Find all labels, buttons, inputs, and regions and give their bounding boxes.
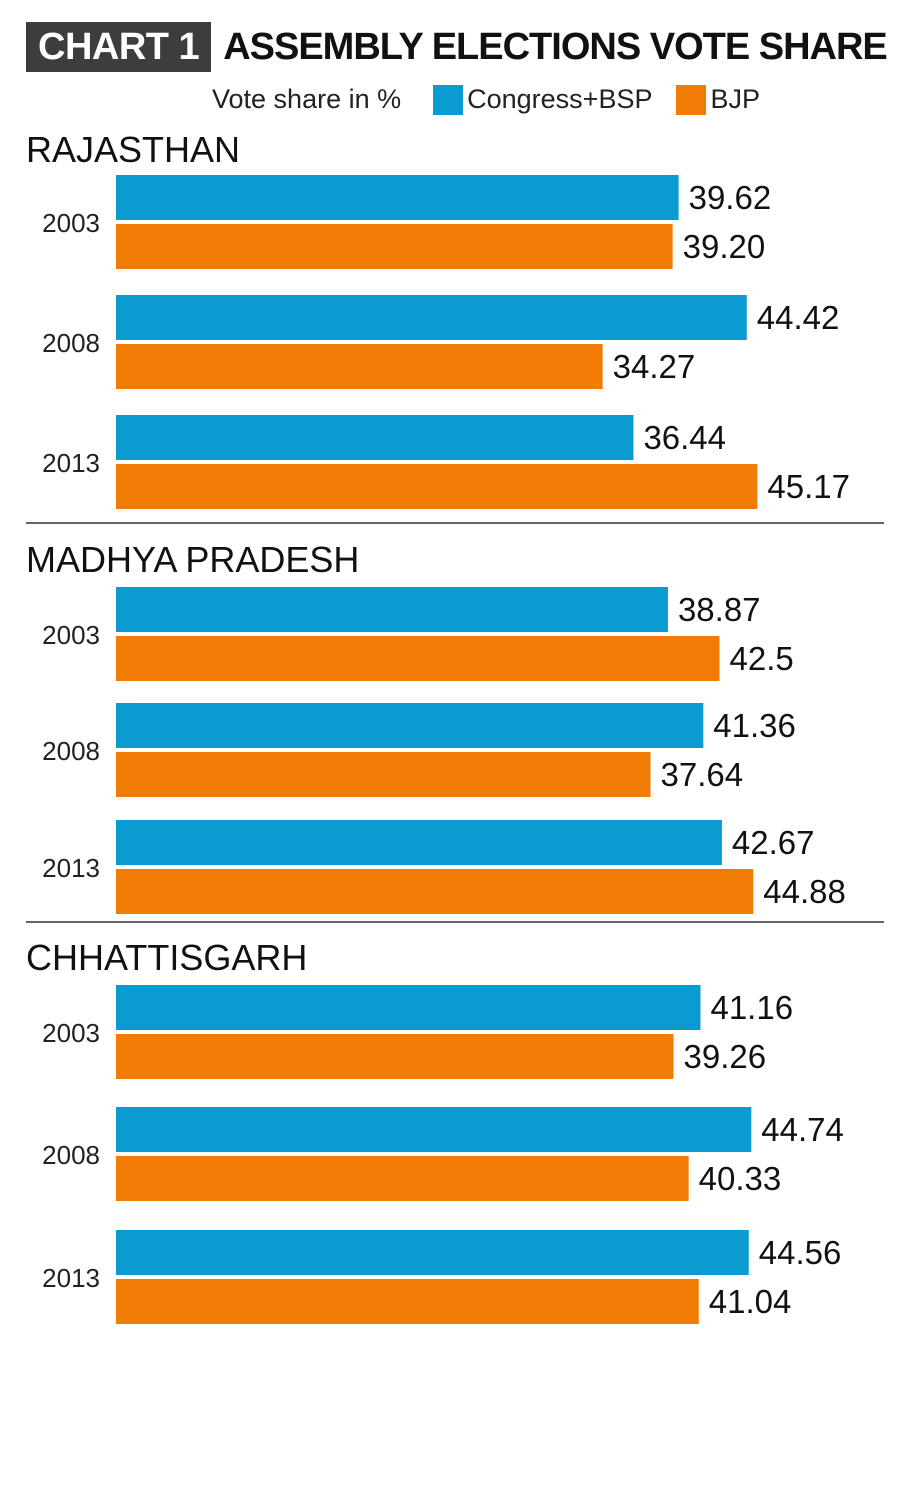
- value-label: 40.33: [699, 1160, 782, 1197]
- state-label: CHHATTISGARH: [26, 937, 307, 978]
- value-label: 39.62: [689, 179, 772, 216]
- value-label: 44.74: [761, 1111, 844, 1148]
- legend-label-bjp: BJP: [710, 84, 761, 114]
- bar-bjp: [116, 1279, 699, 1324]
- year-label: 2003: [42, 620, 100, 650]
- bar-congress-bsp: [116, 985, 701, 1030]
- bar-congress-bsp: [116, 587, 668, 632]
- year-label: 2003: [42, 208, 100, 238]
- legend: Vote share in % Congress+BSP BJP: [212, 84, 784, 115]
- bar-bjp: [116, 344, 603, 389]
- legend-unit: Vote share in %: [212, 84, 402, 114]
- value-label: 37.64: [660, 756, 743, 793]
- value-label: 44.88: [763, 873, 846, 910]
- bar-congress-bsp: [116, 415, 634, 460]
- value-label: 39.26: [683, 1038, 766, 1075]
- bar-congress-bsp: [116, 1230, 749, 1275]
- year-label: 2003: [42, 1018, 100, 1048]
- year-label: 2013: [42, 448, 100, 478]
- state-label: RAJASTHAN: [26, 129, 240, 170]
- value-label: 44.42: [757, 299, 840, 336]
- value-label: 36.44: [643, 419, 726, 456]
- bar-bjp: [116, 224, 673, 269]
- bar-bjp: [116, 869, 754, 914]
- legend-item-congress-bsp: Congress+BSP: [433, 84, 652, 115]
- bar-congress-bsp: [116, 703, 704, 748]
- value-label: 41.16: [710, 989, 793, 1026]
- year-label: 2008: [42, 736, 100, 766]
- value-label: 42.67: [732, 824, 815, 861]
- value-label: 39.20: [683, 228, 766, 265]
- chart-header: CHART 1 ASSEMBLY ELECTIONS VOTE SHARE: [26, 22, 888, 72]
- bar-bjp: [116, 464, 758, 509]
- bar-bjp: [116, 752, 651, 797]
- year-label: 2008: [42, 328, 100, 358]
- year-label: 2013: [42, 853, 100, 883]
- bar-bjp: [116, 1156, 689, 1201]
- bar-congress-bsp: [116, 175, 679, 220]
- bar-bjp: [116, 636, 720, 681]
- chart-title: ASSEMBLY ELECTIONS VOTE SHARE: [223, 25, 888, 68]
- legend-swatch-bjp: [676, 84, 707, 115]
- year-label: 2008: [42, 1140, 100, 1170]
- legend-swatch-congress-bsp: [433, 84, 464, 115]
- legend-item-bjp: BJP: [676, 84, 760, 115]
- state-label: MADHYA PRADESH: [26, 539, 359, 580]
- value-label: 34.27: [613, 348, 696, 385]
- value-label: 41.36: [713, 707, 796, 744]
- value-label: 44.56: [759, 1234, 842, 1271]
- bar-congress-bsp: [116, 295, 747, 340]
- value-label: 42.5: [730, 640, 794, 677]
- value-label: 41.04: [709, 1283, 792, 1320]
- value-label: 45.17: [767, 468, 850, 505]
- chart-badge: CHART 1: [26, 22, 212, 72]
- legend-label-congress-bsp: Congress+BSP: [467, 84, 653, 114]
- year-label: 2013: [42, 1263, 100, 1293]
- bar-bjp: [116, 1034, 674, 1079]
- bar-congress-bsp: [116, 1107, 752, 1152]
- value-label: 38.87: [678, 591, 761, 628]
- bar-congress-bsp: [116, 820, 722, 865]
